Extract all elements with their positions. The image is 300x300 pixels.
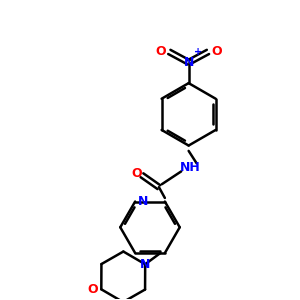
Text: O: O [211,45,222,58]
Text: O: O [88,283,98,296]
Text: +: + [194,47,202,57]
Text: N: N [184,56,194,69]
Text: O: O [156,45,166,58]
Text: N: N [140,258,150,271]
Text: NH: NH [180,161,200,174]
Text: O: O [131,167,142,180]
Text: N: N [138,195,148,208]
